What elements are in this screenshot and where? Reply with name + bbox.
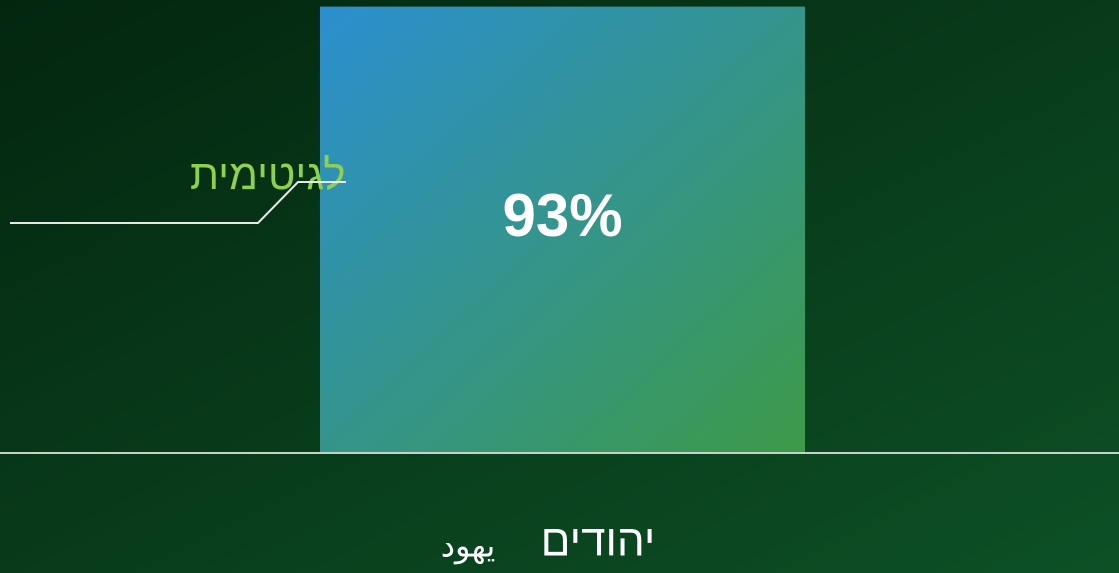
bar xyxy=(320,6,805,453)
value-label: 93% xyxy=(502,182,622,249)
leader-line xyxy=(10,181,346,224)
x-tick-translation: يهود xyxy=(441,527,495,564)
x-tick-label: יהודים xyxy=(541,517,656,566)
legend-label: לגיטימית xyxy=(190,151,346,198)
